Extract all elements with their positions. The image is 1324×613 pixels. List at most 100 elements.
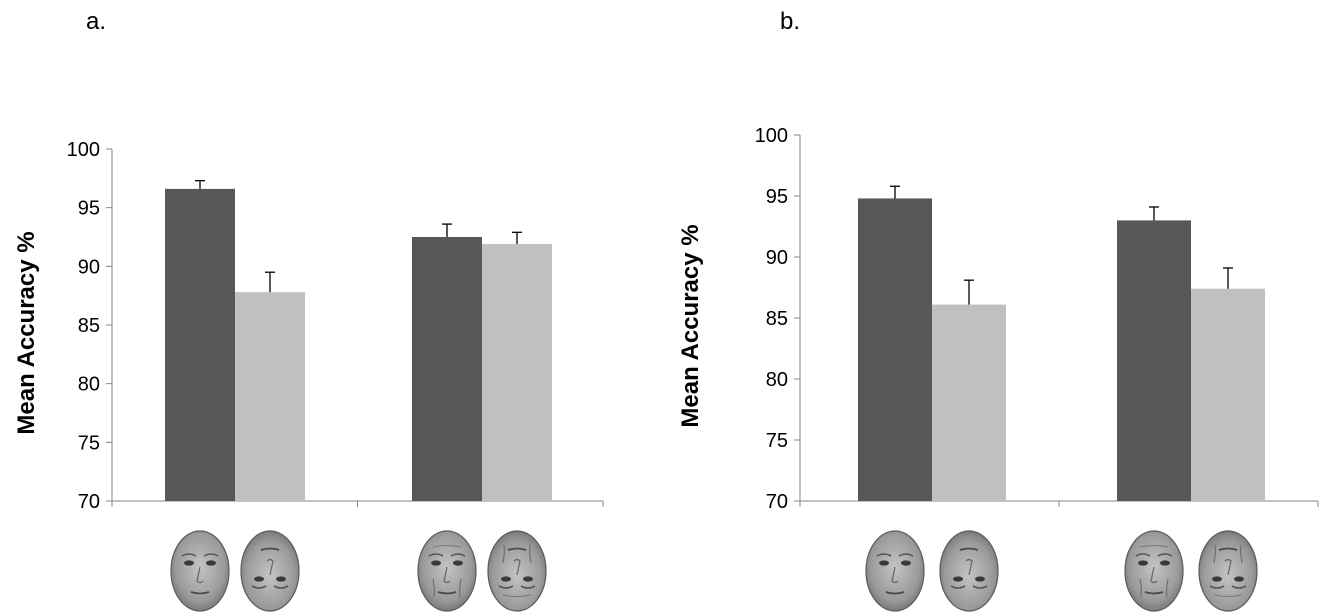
face-wrinkle-right	[459, 578, 462, 598]
face-nose	[965, 558, 973, 576]
face-brow-right	[950, 585, 966, 589]
face-nose	[196, 566, 204, 584]
face-nose	[443, 566, 451, 584]
y-tick-label: 85	[766, 308, 788, 330]
face-eye-right	[254, 576, 264, 582]
face-mouth	[1218, 547, 1238, 551]
face-wrinkle-right	[1166, 578, 1169, 598]
face-eye-left	[1138, 560, 1148, 566]
face-forehead-wrinkle	[432, 545, 462, 548]
face-wrinkle-right	[1213, 544, 1216, 564]
face-mouth	[437, 591, 457, 595]
young-face-upright-icon	[865, 530, 925, 612]
face-nose	[513, 558, 521, 576]
face-mouth	[885, 591, 905, 595]
old-face-inverted-icon	[487, 530, 547, 612]
face-eye-left	[523, 576, 533, 582]
old-face-upright-icon	[1124, 530, 1184, 612]
face-outline	[939, 530, 999, 612]
face-brow-right	[450, 553, 466, 557]
face-brow-left	[273, 585, 289, 589]
face-outline	[1124, 530, 1184, 612]
face-brow-right	[203, 553, 219, 557]
young-face-inverted-icon	[939, 530, 999, 612]
y-tick-label: 70	[78, 491, 100, 513]
face-wrinkle-left	[1240, 544, 1243, 564]
bar	[235, 292, 305, 501]
face-brow-left	[972, 585, 988, 589]
face-mouth	[507, 547, 527, 551]
face-mouth	[959, 547, 979, 551]
face-brow-right	[1209, 585, 1225, 589]
face-forehead-wrinkle	[502, 594, 532, 597]
face-brow-right	[898, 553, 914, 557]
y-tick-label: 100	[755, 125, 788, 147]
face-wrinkle-left	[529, 544, 532, 564]
y-tick-label: 100	[67, 139, 100, 161]
face-eye-left	[431, 560, 441, 566]
old-face-inverted-icon	[1198, 530, 1258, 612]
panel-label-b: b.	[780, 8, 801, 35]
face-outline	[1198, 530, 1258, 612]
face-eye-right	[453, 560, 463, 566]
y-tick-label: 85	[78, 315, 100, 337]
y-tick-label: 95	[78, 198, 100, 220]
old-face-upright-icon	[417, 530, 477, 612]
face-brow-right	[498, 585, 514, 589]
bar	[932, 304, 1006, 501]
face-eye-right	[206, 560, 216, 566]
face-wrinkle-left	[1139, 578, 1142, 598]
bar	[858, 198, 932, 501]
face-outline	[240, 530, 300, 612]
face-brow-left	[1135, 553, 1151, 557]
face-brow-left	[1231, 585, 1247, 589]
y-tick-label: 75	[78, 432, 100, 454]
face-outline	[417, 530, 477, 612]
face-nose	[891, 566, 899, 584]
face-eye-left	[184, 560, 194, 566]
bar	[165, 188, 235, 502]
bar	[1117, 220, 1191, 501]
face-forehead-wrinkle	[1213, 594, 1243, 597]
y-axis-label: Mean Accuracy %	[677, 224, 704, 427]
face-brow-right	[251, 585, 267, 589]
y-tick-label: 90	[78, 256, 100, 278]
face-brow-left	[520, 585, 536, 589]
young-face-inverted-icon	[240, 530, 300, 612]
face-eye-right	[501, 576, 511, 582]
face-brow-left	[428, 553, 444, 557]
bar	[482, 244, 552, 502]
face-outline	[487, 530, 547, 612]
face-eye-right	[901, 560, 911, 566]
face-wrinkle-left	[432, 578, 435, 598]
face-eye-right	[953, 576, 963, 582]
chart-panel-a: 70 75 80 85 90 95 100 Mean Accuracy %	[13, 139, 604, 612]
y-tick-label: 70	[766, 491, 788, 513]
face-mouth	[260, 547, 280, 551]
face-eye-right	[1212, 576, 1222, 582]
face-nose	[1150, 566, 1158, 584]
panel-label-a: a.	[86, 8, 107, 35]
face-mouth	[190, 591, 210, 595]
face-outline	[170, 530, 230, 612]
y-tick-label: 80	[766, 369, 788, 391]
face-brow-left	[876, 553, 892, 557]
young-face-upright-icon	[170, 530, 230, 612]
y-axis-label: Mean Accuracy %	[13, 231, 40, 434]
y-tick-label: 80	[78, 374, 100, 396]
y-tick-label: 95	[766, 186, 788, 208]
face-eye-left	[1234, 576, 1244, 582]
bar	[412, 237, 482, 501]
bar	[1191, 288, 1265, 501]
face-eye-right	[1160, 560, 1170, 566]
face-nose	[1224, 558, 1232, 576]
face-eye-left	[276, 576, 286, 582]
y-tick-label: 90	[766, 247, 788, 269]
face-mouth	[1144, 591, 1164, 595]
y-tick-label: 75	[766, 430, 788, 452]
face-forehead-wrinkle	[1139, 545, 1169, 548]
face-brow-right	[1157, 553, 1173, 557]
face-nose	[266, 558, 274, 576]
face-eye-left	[879, 560, 889, 566]
